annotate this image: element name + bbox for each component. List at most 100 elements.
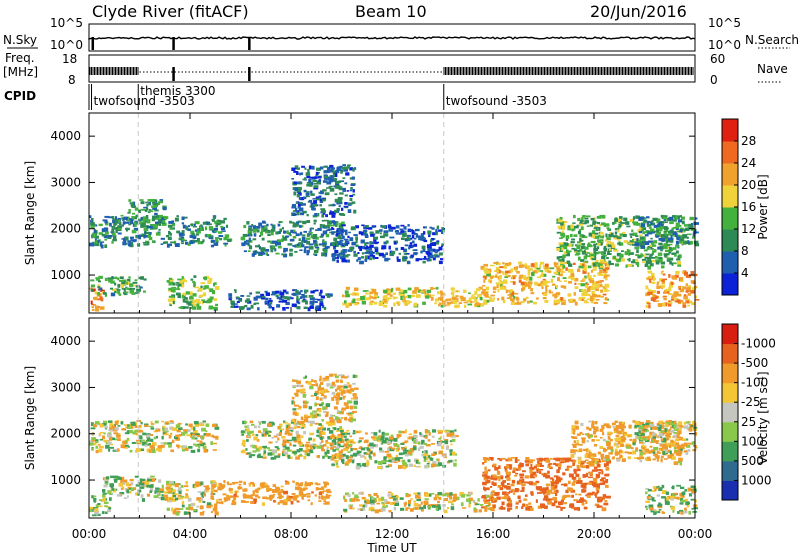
echo-pixel xyxy=(577,249,581,252)
echo-pixel xyxy=(248,225,253,228)
echo-pixel xyxy=(289,252,293,257)
echo-pixel xyxy=(374,246,379,249)
echo-pixel xyxy=(404,239,409,242)
echo-pixel xyxy=(314,392,317,397)
echo-pixel xyxy=(92,423,97,428)
echo-pixel xyxy=(340,393,344,396)
echo-pixel xyxy=(596,484,600,489)
colorbar-segment xyxy=(722,273,738,296)
echo-pixel xyxy=(336,232,339,237)
echo-pixel xyxy=(324,252,328,255)
echo-pixel xyxy=(627,264,633,267)
echo-pixel xyxy=(146,443,150,446)
echo-pixel xyxy=(369,294,372,297)
echo-pixel xyxy=(286,230,289,235)
echo-pixel xyxy=(632,216,636,220)
echo-pixel xyxy=(195,443,200,447)
echo-pixel xyxy=(335,461,339,466)
echo-pixel xyxy=(207,223,212,226)
echo-pixel xyxy=(561,236,564,238)
echo-pixel xyxy=(670,235,673,239)
echo-pixel xyxy=(607,228,611,231)
echo-pixel xyxy=(367,444,370,447)
echo-pixel xyxy=(111,488,115,491)
echo-pixel xyxy=(168,434,172,439)
echo-pixel xyxy=(691,302,696,306)
echo-pixel xyxy=(598,227,601,231)
echo-pixel xyxy=(333,173,338,177)
echo-pixel xyxy=(120,479,124,484)
echo-pixel xyxy=(616,258,621,263)
echo-pixel xyxy=(509,295,513,298)
echo-pixel xyxy=(442,440,447,443)
echo-pixel xyxy=(302,404,308,409)
echo-pixel xyxy=(213,482,216,486)
echo-pixel xyxy=(572,262,576,265)
echo-pixel xyxy=(189,291,193,296)
echo-pixel xyxy=(356,298,359,301)
echo-pixel xyxy=(242,420,246,425)
echo-pixel xyxy=(243,445,246,447)
echo-pixel xyxy=(244,304,248,307)
echo-pixel xyxy=(161,420,164,423)
echo-pixel xyxy=(515,502,519,505)
echo-pixel xyxy=(171,439,175,444)
echo-pixel xyxy=(656,228,659,231)
echo-pixel xyxy=(480,265,485,270)
echo-pixel xyxy=(352,452,357,457)
power-ylabel: Slant Range [km] xyxy=(23,161,37,265)
echo-pixel xyxy=(494,270,498,272)
echo-pixel xyxy=(93,497,97,502)
echo-pixel xyxy=(136,439,140,442)
echo-pixel xyxy=(544,268,550,273)
echo-pixel xyxy=(168,443,172,448)
echo-pixel xyxy=(130,236,134,239)
echo-pixel xyxy=(322,406,326,411)
echo-pixel xyxy=(569,298,575,303)
echo-pixel xyxy=(183,511,188,515)
echo-pixel xyxy=(431,249,434,252)
echo-pixel xyxy=(344,194,348,197)
echo-pixel xyxy=(428,294,432,298)
echo-pixel xyxy=(188,511,191,515)
echo-pixel xyxy=(287,499,291,502)
colorbar-segment xyxy=(722,185,738,208)
echo-pixel xyxy=(500,281,504,285)
echo-pixel xyxy=(343,166,348,170)
echo-pixel xyxy=(223,480,226,484)
echo-pixel xyxy=(534,262,538,265)
echo-pixel xyxy=(147,199,151,202)
echo-pixel xyxy=(476,288,481,292)
echo-pixel xyxy=(349,505,352,510)
echo-pixel xyxy=(197,300,201,304)
echo-pixel xyxy=(558,218,563,223)
echo-pixel xyxy=(326,295,331,298)
echo-pixel xyxy=(411,231,415,235)
echo-pixel xyxy=(165,235,170,238)
echo-pixel xyxy=(671,234,675,237)
echo-pixel xyxy=(366,246,371,249)
echo-pixel xyxy=(294,187,298,192)
echo-pixel xyxy=(276,487,281,492)
echo-pixel xyxy=(308,178,312,183)
echo-pixel xyxy=(98,306,101,308)
echo-pixel xyxy=(192,303,197,307)
echo-pixel xyxy=(182,429,188,432)
echo-pixel xyxy=(401,459,406,463)
echo-pixel xyxy=(650,237,653,240)
echo-pixel xyxy=(546,285,549,287)
echo-pixel xyxy=(369,450,373,455)
echo-pixel xyxy=(677,246,680,249)
echo-pixel xyxy=(677,264,682,267)
echo-pixel xyxy=(406,300,411,305)
echo-pixel xyxy=(229,297,233,300)
echo-pixel xyxy=(345,172,350,176)
echo-pixel xyxy=(258,487,262,490)
echo-pixel xyxy=(333,427,337,431)
echo-pixel xyxy=(177,489,182,492)
echo-pixel xyxy=(215,435,219,440)
echo-pixel xyxy=(403,256,408,260)
echo-pixel xyxy=(338,205,341,208)
echo-pixel xyxy=(328,186,332,188)
